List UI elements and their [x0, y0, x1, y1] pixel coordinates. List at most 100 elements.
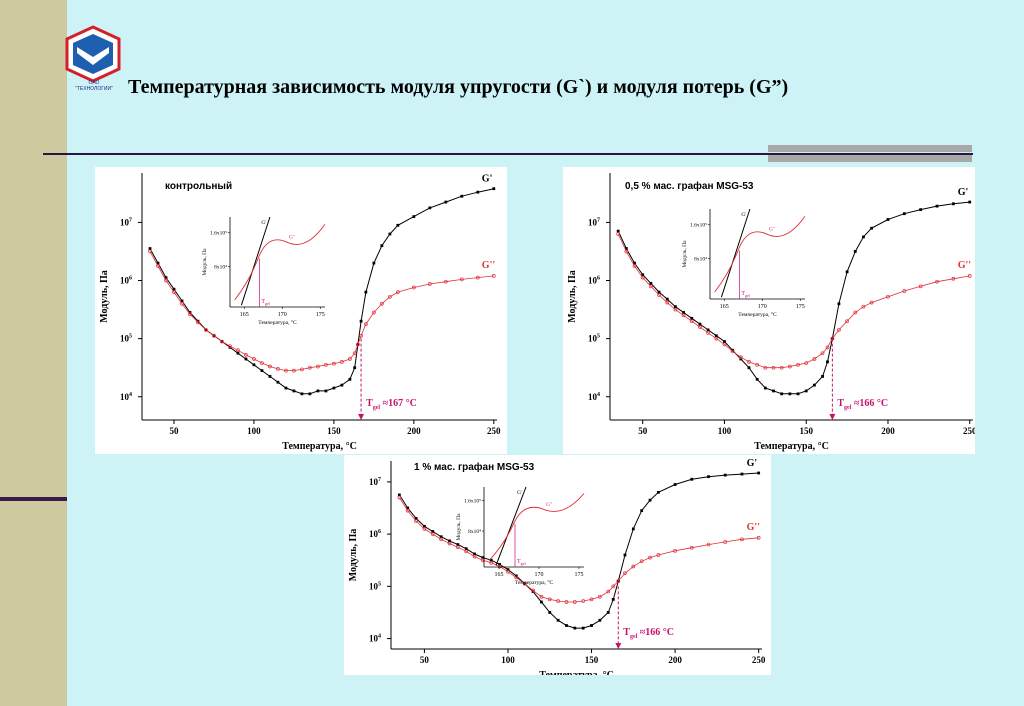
- tgel-arrow: [829, 414, 836, 420]
- data-point: [723, 340, 726, 343]
- data-point: [665, 300, 670, 305]
- data-point: [475, 275, 480, 280]
- data-point: [706, 328, 710, 332]
- data-point: [714, 336, 719, 341]
- data-point: [738, 355, 743, 360]
- data-point: [747, 360, 751, 364]
- data-point: [918, 284, 923, 289]
- x-tick-label: 100: [247, 426, 261, 436]
- data-point: [673, 548, 677, 553]
- data-point: [300, 367, 304, 372]
- y-tick-label: 107: [588, 217, 600, 227]
- data-point: [919, 208, 923, 212]
- data-point: [631, 564, 636, 569]
- data-point: [405, 508, 410, 513]
- series-line: [617, 233, 970, 369]
- data-point: [228, 344, 232, 349]
- data-point: [455, 545, 460, 550]
- chart-panel-05pct: 50 100 150 200 250 104 105 106 107 Температура, °…: [563, 167, 975, 454]
- data-point: [300, 392, 304, 396]
- series-line: [149, 251, 494, 372]
- data-point: [332, 386, 336, 390]
- data-point: [796, 362, 800, 367]
- inset-tgel-label: Tgel: [261, 299, 270, 306]
- data-point: [804, 389, 808, 393]
- inset-y-tick-label: 1.6x10⁵: [464, 499, 481, 505]
- data-point: [196, 320, 200, 325]
- x-tick-label: 100: [718, 426, 732, 436]
- data-point: [640, 275, 645, 280]
- data-point: [359, 333, 363, 338]
- data-point: [589, 597, 594, 602]
- data-point: [397, 493, 401, 497]
- data-point: [172, 290, 176, 294]
- tgel-label: Tgel ≈166 °C: [837, 398, 888, 411]
- series-label: G'': [958, 260, 972, 271]
- data-point: [657, 290, 661, 294]
- data-point: [364, 290, 368, 294]
- x-tick-label: 150: [327, 426, 341, 436]
- data-point: [845, 270, 849, 274]
- inset-tgel-label: Tgel: [517, 559, 526, 566]
- data-point: [698, 325, 702, 329]
- x-tick-label: 150: [585, 655, 599, 665]
- data-point: [506, 568, 510, 572]
- data-point: [837, 328, 841, 332]
- data-point: [340, 360, 344, 364]
- data-point: [148, 249, 152, 254]
- inset-x-tick-label: 175: [575, 572, 584, 578]
- x-tick-label: 200: [668, 655, 682, 665]
- data-point: [444, 200, 448, 204]
- series-label: G': [747, 458, 758, 469]
- data-point: [826, 360, 829, 364]
- data-point: [276, 367, 280, 371]
- data-point: [821, 375, 824, 378]
- data-point: [332, 361, 336, 366]
- data-point: [476, 190, 480, 194]
- data-point: [539, 594, 544, 599]
- data-point: [348, 357, 352, 361]
- data-point: [372, 261, 376, 265]
- data-point: [348, 377, 352, 381]
- data-point: [581, 626, 585, 630]
- slide-title: Температурная зависимость модуля упругос…: [128, 76, 789, 98]
- y-tick-label: 104: [588, 392, 600, 402]
- data-point: [902, 289, 907, 293]
- data-point: [522, 581, 527, 586]
- data-point: [497, 564, 502, 569]
- tgel-arrow: [358, 414, 365, 420]
- inset-g1-label: G': [517, 490, 522, 496]
- data-point: [649, 282, 653, 285]
- inset-g1-curve: [495, 486, 527, 566]
- data-point: [447, 541, 452, 546]
- data-point: [260, 369, 264, 372]
- data-point: [623, 571, 627, 576]
- y-tick-label: 105: [120, 334, 132, 344]
- data-point: [763, 386, 767, 390]
- x-tick-label: 250: [487, 426, 501, 436]
- data-point: [935, 279, 939, 284]
- data-point: [740, 472, 744, 476]
- data-point: [252, 357, 256, 361]
- data-point: [757, 471, 761, 475]
- data-point: [236, 351, 240, 355]
- data-point: [204, 328, 208, 332]
- data-point: [324, 362, 328, 367]
- x-tick-label: 50: [169, 426, 179, 436]
- data-point: [968, 200, 972, 204]
- data-point: [422, 527, 427, 531]
- data-point: [276, 380, 280, 384]
- data-point: [779, 365, 784, 370]
- x-tick-label: 200: [881, 426, 895, 436]
- data-point: [556, 599, 560, 603]
- data-point: [472, 554, 477, 559]
- data-point: [565, 624, 568, 627]
- data-point: [690, 477, 694, 481]
- data-point: [353, 366, 357, 370]
- inset-x-title: Температура, °C: [258, 319, 297, 326]
- chart-svg: 50 100 150 200 250 104 105 106 107 Температура, °…: [99, 173, 501, 452]
- data-point: [164, 276, 168, 280]
- data-point: [427, 282, 432, 286]
- data-point: [481, 556, 485, 560]
- data-point: [428, 206, 432, 210]
